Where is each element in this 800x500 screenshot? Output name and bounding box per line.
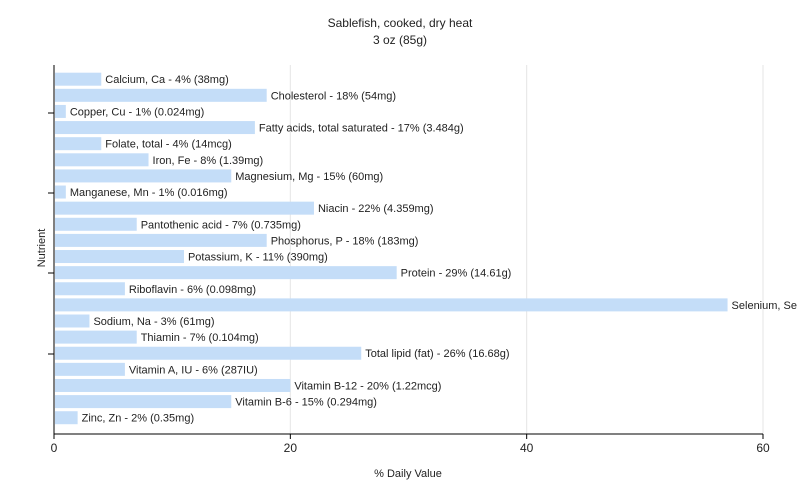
gridlines xyxy=(289,65,764,434)
bar-label: Niacin - 22% (4.359mg) xyxy=(318,203,434,215)
bar-label: Cholesterol - 18% (54mg) xyxy=(271,90,396,102)
bar-label: Vitamin B-12 - 20% (1.22mcg) xyxy=(294,380,441,392)
bar-label: Zinc, Zn - 2% (0.35mg) xyxy=(82,413,194,425)
chart-subtitle: 3 oz (85g) xyxy=(373,33,427,47)
chart-title: Sablefish, cooked, dry heat xyxy=(328,16,473,30)
bar-label: Sodium, Na - 3% (61mg) xyxy=(93,316,214,328)
bar xyxy=(55,282,125,296)
bar xyxy=(55,362,125,376)
bar-label: Riboflavin - 6% (0.098mg) xyxy=(129,284,256,296)
bar-label: Manganese, Mn - 1% (0.016mg) xyxy=(70,187,228,199)
bar-label: Protein - 29% (14.61g) xyxy=(401,268,512,280)
bar-label: Selenium, Se - 57% (39.8mcg) xyxy=(732,300,800,312)
bar-label: Calcium, Ca - 4% (38mg) xyxy=(105,74,228,86)
bar xyxy=(55,72,102,86)
bar xyxy=(55,121,255,135)
bars xyxy=(55,72,728,425)
x-tick-label: 40 xyxy=(520,441,534,455)
bar-label: Iron, Fe - 8% (1.39mg) xyxy=(153,155,264,167)
bar-label: Phosphorus, P - 18% (183mg) xyxy=(271,235,419,247)
bar xyxy=(55,346,362,360)
bar xyxy=(55,88,267,102)
bar xyxy=(55,330,137,344)
x-tick-labels: 0 20 40 60 xyxy=(51,441,770,455)
x-tick-label: 0 xyxy=(51,441,58,455)
bar xyxy=(55,169,232,183)
bar xyxy=(55,266,397,280)
bar-label: Thiamin - 7% (0.104mg) xyxy=(141,332,259,344)
bar xyxy=(55,233,267,247)
bar-label: Vitamin B-6 - 15% (0.294mg) xyxy=(235,397,377,409)
bar-labels: Calcium, Ca - 4% (38mg) Cholesterol - 18%… xyxy=(70,74,800,425)
bar xyxy=(55,411,78,425)
bar-label: Pantothenic acid - 7% (0.735mg) xyxy=(141,219,301,231)
bar-label: Vitamin A, IU - 6% (287IU) xyxy=(129,364,258,376)
bar xyxy=(55,185,66,199)
bar-label: Magnesium, Mg - 15% (60mg) xyxy=(235,171,383,183)
bar-label: Fatty acids, total saturated - 17% (3.48… xyxy=(259,123,464,135)
bar xyxy=(55,378,291,392)
bar xyxy=(55,217,137,231)
bar xyxy=(55,201,314,215)
bar-label: Potassium, K - 11% (390mg) xyxy=(188,252,328,264)
bar xyxy=(55,250,184,264)
bar xyxy=(55,137,102,151)
x-tick-label: 20 xyxy=(284,441,298,455)
bar xyxy=(55,395,232,409)
bar-label: Folate, total - 4% (14mcg) xyxy=(105,139,232,151)
bar xyxy=(55,104,66,118)
bar xyxy=(55,153,149,167)
bar xyxy=(55,314,90,328)
bar xyxy=(55,298,728,312)
y-axis-title: Nutrient xyxy=(36,229,48,268)
bar-label: Total lipid (fat) - 26% (16.68g) xyxy=(365,348,509,360)
x-axis-title: % Daily Value xyxy=(374,468,442,480)
axes xyxy=(48,65,764,439)
bar-label: Copper, Cu - 1% (0.024mg) xyxy=(70,106,205,118)
x-tick-label: 60 xyxy=(756,441,770,455)
